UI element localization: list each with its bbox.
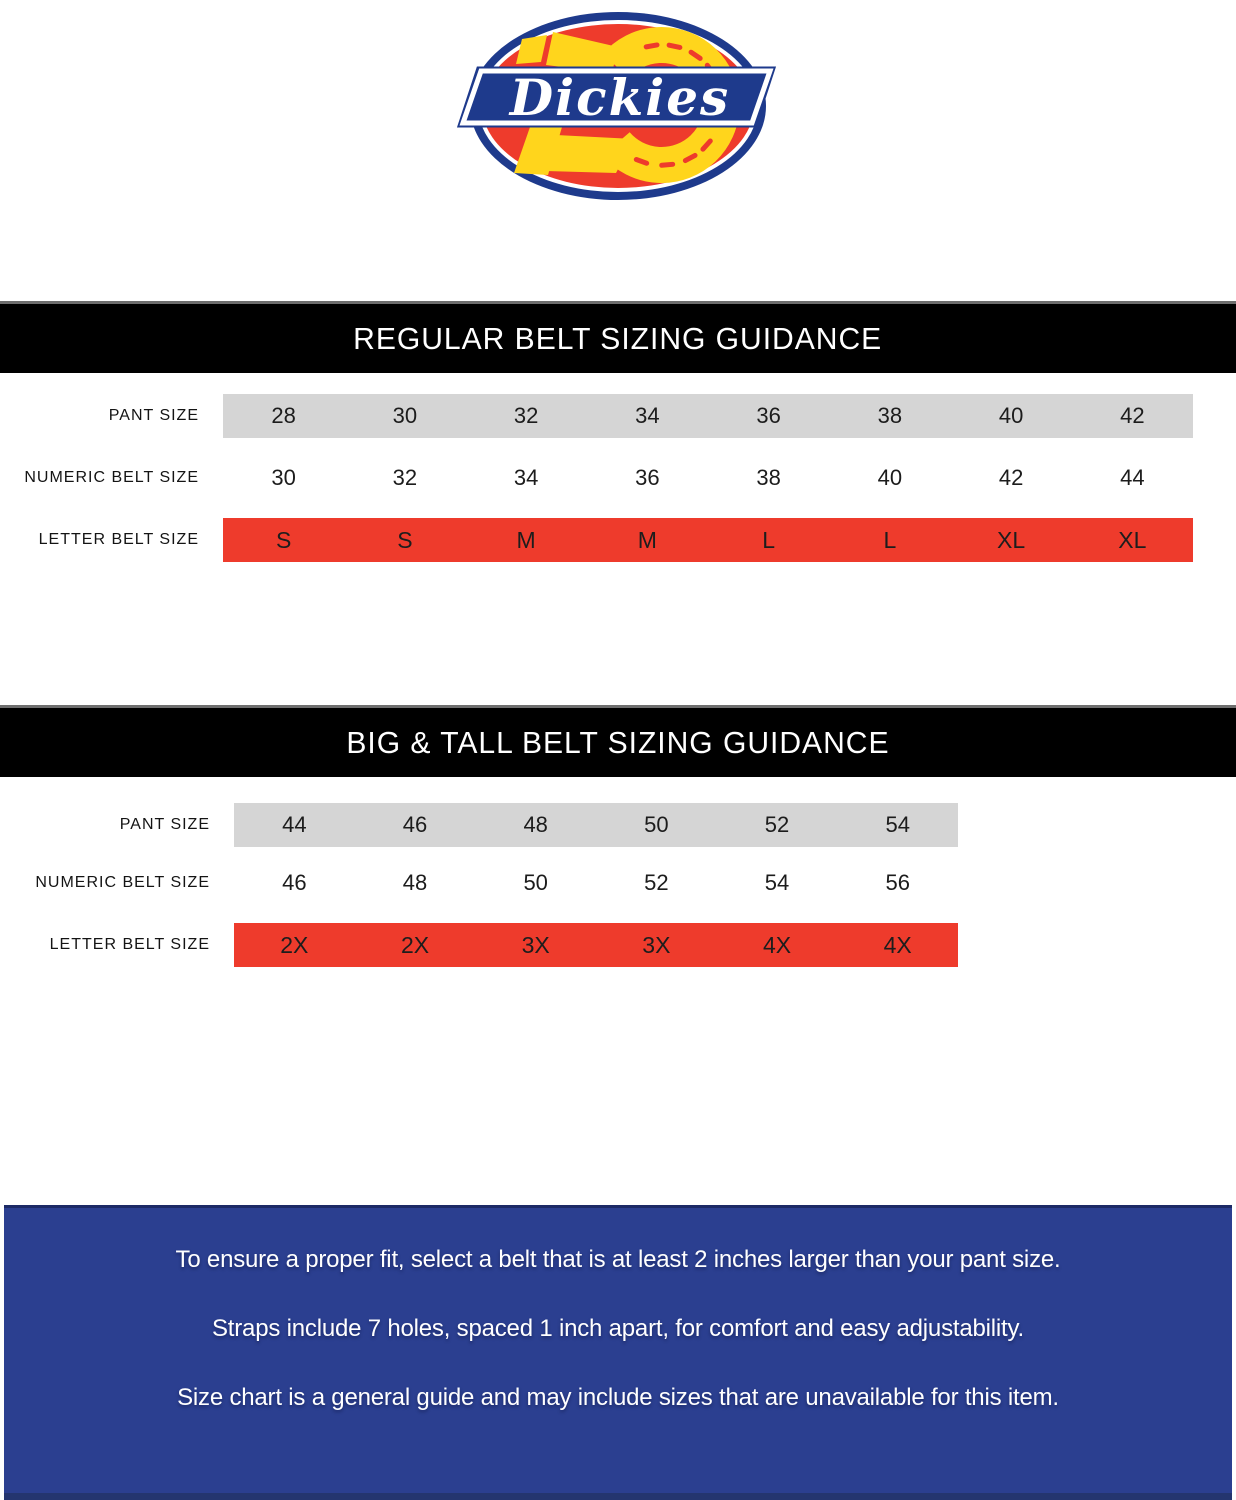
row-label: LETTER BELT SIZE bbox=[49, 936, 210, 953]
size-value: 52 bbox=[764, 812, 790, 837]
size-value: 52 bbox=[644, 870, 669, 895]
row-label: PANT SIZE bbox=[119, 816, 210, 833]
size-value: 30 bbox=[392, 403, 418, 428]
size-value: 2X bbox=[280, 931, 309, 958]
horseshoe-stitches bbox=[633, 42, 717, 168]
size-value: 54 bbox=[764, 870, 790, 895]
size-value: 2X bbox=[400, 931, 430, 958]
dickies-logo-icon: Dickies bbox=[456, 12, 777, 200]
table-row-letter-belt-size: LETTER BELT SIZE S S M M L L XL XL bbox=[0, 518, 1236, 562]
logo-banner-edge bbox=[456, 66, 777, 128]
row-label: LETTER BELT SIZE bbox=[38, 531, 199, 548]
size-value: M bbox=[516, 526, 536, 553]
size-value: XL bbox=[997, 526, 1026, 553]
row-values: 30 32 34 36 38 40 42 44 bbox=[223, 456, 1193, 500]
size-value: L bbox=[762, 526, 776, 553]
row-label: PANT SIZE bbox=[108, 407, 199, 424]
row-values: 44 46 48 50 52 54 bbox=[234, 803, 958, 847]
size-value: 40 bbox=[998, 403, 1024, 428]
row-values: 2X 2X 3X 3X 4X 4X bbox=[234, 923, 958, 967]
footer-line-holes: Straps include 7 holes, spaced 1 inch ap… bbox=[211, 1315, 1024, 1342]
size-value: 46 bbox=[282, 870, 307, 895]
size-value: 38 bbox=[756, 465, 781, 490]
size-value: 36 bbox=[635, 465, 660, 490]
banner-big-tall-title: BIG & TALL BELT SIZING GUIDANCE bbox=[346, 724, 890, 760]
size-value: 54 bbox=[885, 812, 910, 837]
size-value: 44 bbox=[1120, 465, 1145, 490]
size-value: 36 bbox=[756, 403, 781, 428]
table-row-pant-size: PANT SIZE 28 30 32 34 36 38 40 42 bbox=[0, 394, 1236, 438]
size-value: 30 bbox=[271, 465, 296, 490]
size-value: 32 bbox=[513, 403, 539, 428]
table-row-pant-size: PANT SIZE 44 46 48 50 52 54 bbox=[0, 803, 1236, 847]
size-value: 50 bbox=[644, 812, 669, 837]
row-values: 28 30 32 34 36 38 40 42 bbox=[223, 394, 1193, 438]
size-value: XL bbox=[1118, 526, 1147, 553]
table-row-numeric-belt-size: NUMERIC BELT SIZE 30 32 34 36 38 40 42 44 bbox=[0, 456, 1236, 500]
banner-big-tall-sizing: BIG & TALL BELT SIZING GUIDANCE bbox=[0, 705, 1236, 777]
size-value: 32 bbox=[392, 465, 418, 490]
size-value: 28 bbox=[271, 403, 296, 428]
row-values: 46 48 50 52 54 56 bbox=[234, 861, 958, 905]
size-value: 48 bbox=[523, 812, 548, 837]
footer-line-fit: To ensure a proper fit, select a belt th… bbox=[175, 1246, 1061, 1273]
size-value: 34 bbox=[513, 465, 539, 490]
row-label: NUMERIC BELT SIZE bbox=[35, 874, 210, 891]
size-value: 42 bbox=[1120, 403, 1145, 428]
size-value: 3X bbox=[521, 931, 550, 958]
size-value: 4X bbox=[762, 931, 792, 958]
size-value: 38 bbox=[877, 403, 903, 428]
footer-line-disclaimer: Size chart is a general guide and may in… bbox=[177, 1384, 1059, 1411]
size-value: 46 bbox=[402, 812, 428, 837]
logo-banner bbox=[459, 68, 774, 126]
big-tall-size-table: PANT SIZE 44 46 48 50 52 54 NUMERIC BELT SIZE… bbox=[0, 803, 1236, 967]
row-label: NUMERIC BELT SIZE bbox=[24, 469, 199, 486]
banner-regular-sizing: REGULAR BELT SIZING GUIDANCE bbox=[0, 301, 1236, 373]
size-value: M bbox=[637, 526, 657, 553]
size-value: 3X bbox=[642, 931, 671, 958]
size-value: 40 bbox=[877, 465, 903, 490]
footer-note: To ensure a proper fit, select a belt th… bbox=[4, 1205, 1232, 1500]
table-row-numeric-belt-size: NUMERIC BELT SIZE 46 48 50 52 54 56 bbox=[0, 861, 1236, 905]
size-value: 34 bbox=[635, 403, 660, 428]
size-value: 56 bbox=[885, 870, 910, 895]
size-value: S bbox=[397, 526, 413, 553]
banner-regular-title: REGULAR BELT SIZING GUIDANCE bbox=[353, 320, 883, 356]
size-value: 42 bbox=[998, 465, 1024, 490]
logo-wordmark: Dickies bbox=[508, 68, 730, 127]
horseshoe-stem-top bbox=[546, 32, 618, 73]
size-value: 4X bbox=[883, 931, 912, 958]
size-value: S bbox=[275, 526, 292, 553]
table-row-letter-belt-size: LETTER BELT SIZE 2X 2X 3X 3X 4X 4X bbox=[0, 923, 1236, 967]
size-value: 50 bbox=[523, 870, 548, 895]
size-value: L bbox=[883, 526, 897, 553]
size-value: 44 bbox=[282, 812, 307, 837]
regular-size-table: PANT SIZE 28 30 32 34 36 38 40 42 NUMERIC BELT … bbox=[0, 394, 1236, 562]
horseshoe-stem-nub-top bbox=[516, 35, 547, 64]
size-value: 48 bbox=[402, 870, 428, 895]
row-values: S S M M L L XL XL bbox=[223, 518, 1193, 562]
horseshoe-stem-foot bbox=[546, 135, 634, 173]
logo-section: Dickies bbox=[0, 0, 1236, 301]
